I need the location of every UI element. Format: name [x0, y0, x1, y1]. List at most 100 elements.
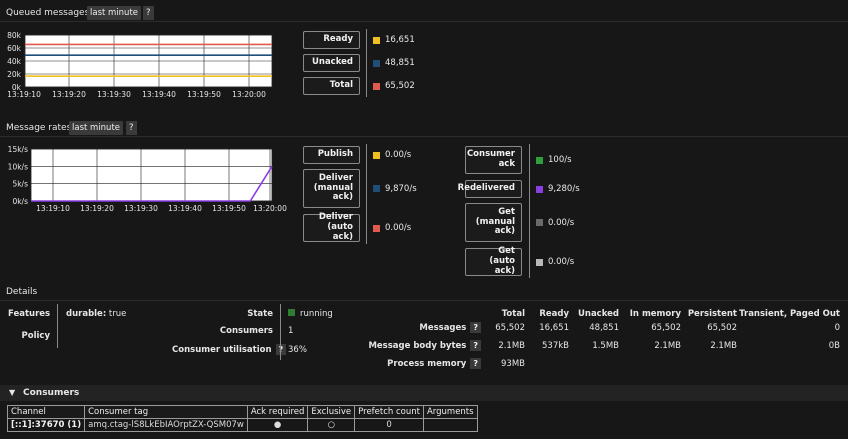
rates-range-badge[interactable]: last minute — [69, 121, 124, 135]
message-body-bytes-value: 537kB — [542, 341, 569, 351]
features-separator — [57, 304, 58, 348]
y-tick-label: 5k/s — [12, 180, 28, 189]
y-tick-label: 10k/s — [8, 162, 28, 171]
rate-left-0-legend-button[interactable]: Publish — [303, 146, 360, 164]
state-separator — [280, 304, 281, 360]
y-tick-label: 0k/s — [12, 197, 28, 206]
exclusive-cell: ○ — [307, 418, 356, 432]
y-tick-label: 0k — [12, 83, 22, 92]
color-swatch-icon — [373, 151, 380, 159]
messages-label: Messages? — [419, 322, 481, 333]
y-tick-label: 15k/s — [8, 145, 28, 154]
table-row: [::1]:37670 (1) amq.ctag-lS8LkEbIAOrptZX-… — [6, 418, 478, 432]
message-body-bytes-help-icon[interactable]: ? — [470, 340, 481, 351]
message-body-bytes-label: Message body bytes? — [368, 340, 481, 351]
process-memory-value: 93MB — [501, 359, 525, 369]
consumers-column-header: Channel — [6, 405, 86, 419]
y-tick-label: 40k — [7, 57, 22, 66]
stats-column-header: Unacked — [577, 309, 619, 319]
rate-right-1-legend-value: 9,280/s — [536, 180, 580, 198]
rate-right-0-legend-button[interactable]: Consumer ack — [465, 146, 522, 174]
rate-right-0-legend-value: 100/s — [536, 146, 572, 174]
process-memory-help-icon[interactable]: ? — [470, 358, 481, 369]
stats-column-header: Persistent — [687, 309, 737, 319]
x-tick-label: 13:19:50 — [187, 90, 221, 99]
features-value: durable: true — [66, 309, 127, 319]
messages-value: 65,502 — [651, 323, 681, 333]
consumers-table-body: [::1]:37670 (1) amq.ctag-lS8LkEbIAOrptZX-… — [6, 418, 478, 432]
queued-messages-title: Queued messages — [6, 8, 90, 18]
color-swatch-icon — [536, 219, 543, 226]
x-tick-label: 13:19:30 — [97, 90, 131, 99]
rate-right-2-legend-value: 0.00/s — [536, 203, 574, 242]
rate-right-1-legend-button[interactable]: Redelivered — [458, 180, 522, 198]
legend-value-text: 0.00/s — [548, 257, 575, 267]
color-swatch-icon — [373, 224, 380, 232]
consumers-column-header: Prefetch count — [354, 405, 424, 419]
legend-value-text: 0.00/s — [385, 223, 412, 233]
details-header: Details — [0, 285, 848, 301]
y-tick-label: 20k — [7, 70, 22, 79]
rate-left-1-legend-value: 9,870/s — [373, 169, 417, 208]
messages-value: 65,502 — [707, 323, 737, 333]
consumers-title: Consumers — [23, 388, 80, 398]
legend-value-text: 9,870/s — [385, 183, 417, 194]
series-line — [31, 165, 273, 202]
stats-column-header: Total — [501, 309, 525, 319]
collapse-triangle-icon[interactable]: ▼ — [9, 388, 16, 397]
color-swatch-icon — [373, 59, 380, 67]
policy-label: Policy — [21, 331, 50, 341]
consumers-column-header: Exclusive — [307, 405, 356, 419]
x-tick-label: 13:19:10 — [7, 90, 41, 99]
stats-column-header: Ready — [539, 309, 569, 319]
rate-right-3-legend-button[interactable]: Get (auto ack) — [465, 246, 522, 276]
rate-left-2-legend-button[interactable]: Deliver (auto ack) — [303, 212, 360, 242]
rate-right-2-legend-button[interactable]: Get (manual ack) — [465, 203, 522, 242]
consumers-column-header: Ack required — [246, 405, 309, 419]
queued-unacked-legend-value: 48,851 — [373, 54, 415, 72]
queued-legend-separator — [366, 29, 367, 97]
y-tick-label: 60k — [7, 44, 22, 53]
channel-link[interactable]: [::1]:37670 (1) — [6, 418, 86, 432]
queued-unacked-legend-button[interactable]: Unacked — [303, 54, 360, 72]
queued-messages-header: Queued messages last minute ? — [0, 5, 848, 22]
legend-value-text: 0.00/s — [385, 150, 412, 160]
plot-border — [24, 34, 273, 88]
plot-area — [31, 149, 272, 201]
color-swatch-icon — [373, 185, 380, 192]
queued-ready-legend-value: 16,651 — [373, 31, 415, 49]
x-tick-label: 13:20:00 — [253, 204, 287, 213]
consumers-column-header: Consumer tag — [84, 405, 248, 419]
queued-total-legend-button[interactable]: Total — [303, 77, 360, 95]
queued-ready-legend-button[interactable]: Ready — [303, 31, 360, 49]
rates-help-icon[interactable]: ? — [126, 121, 137, 135]
x-tick-label: 13:19:20 — [80, 204, 114, 213]
messages-help-icon[interactable]: ? — [470, 322, 481, 333]
consumers-header[interactable]: ▼ Consumers — [0, 385, 848, 401]
rate-left-1-legend-button[interactable]: Deliver (manual ack) — [303, 169, 360, 208]
legend-value-text: 100/s — [548, 155, 572, 165]
queued-help-icon[interactable]: ? — [143, 6, 154, 20]
queued-total-legend-value: 65,502 — [373, 77, 415, 95]
legend-value-text: 16,651 — [385, 35, 415, 45]
color-swatch-icon — [536, 185, 543, 193]
running-status-icon — [288, 309, 295, 316]
color-swatch-icon — [373, 82, 380, 90]
x-tick-label: 13:19:10 — [36, 204, 70, 213]
legend-value-text: 48,851 — [385, 58, 415, 68]
queued-range-badge[interactable]: last minute — [87, 6, 142, 20]
message-body-bytes-value: 2.1MB — [710, 341, 737, 351]
rates-left-separator — [366, 144, 367, 244]
rate-right-3-legend-value: 0.00/s — [536, 248, 574, 276]
messages-value: 48,851 — [589, 323, 619, 333]
legend-value-text: 65,502 — [385, 81, 415, 91]
rates-right-separator — [529, 144, 530, 278]
arguments-cell — [422, 418, 478, 432]
x-tick-label: 13:19:50 — [212, 204, 246, 213]
message-rates-chart: 15k/s 10k/s 5k/s 0k/s 13:19:10 13:19:20 13:19:… — [8, 145, 287, 213]
messages-value: 0 — [834, 323, 840, 333]
stats-column-header: Transient, Paged Out — [739, 309, 840, 319]
message-body-bytes-value: 2.1MB — [498, 341, 525, 351]
consumers-table: Channel Consumer tag Ack required Exclusive… — [6, 405, 478, 432]
